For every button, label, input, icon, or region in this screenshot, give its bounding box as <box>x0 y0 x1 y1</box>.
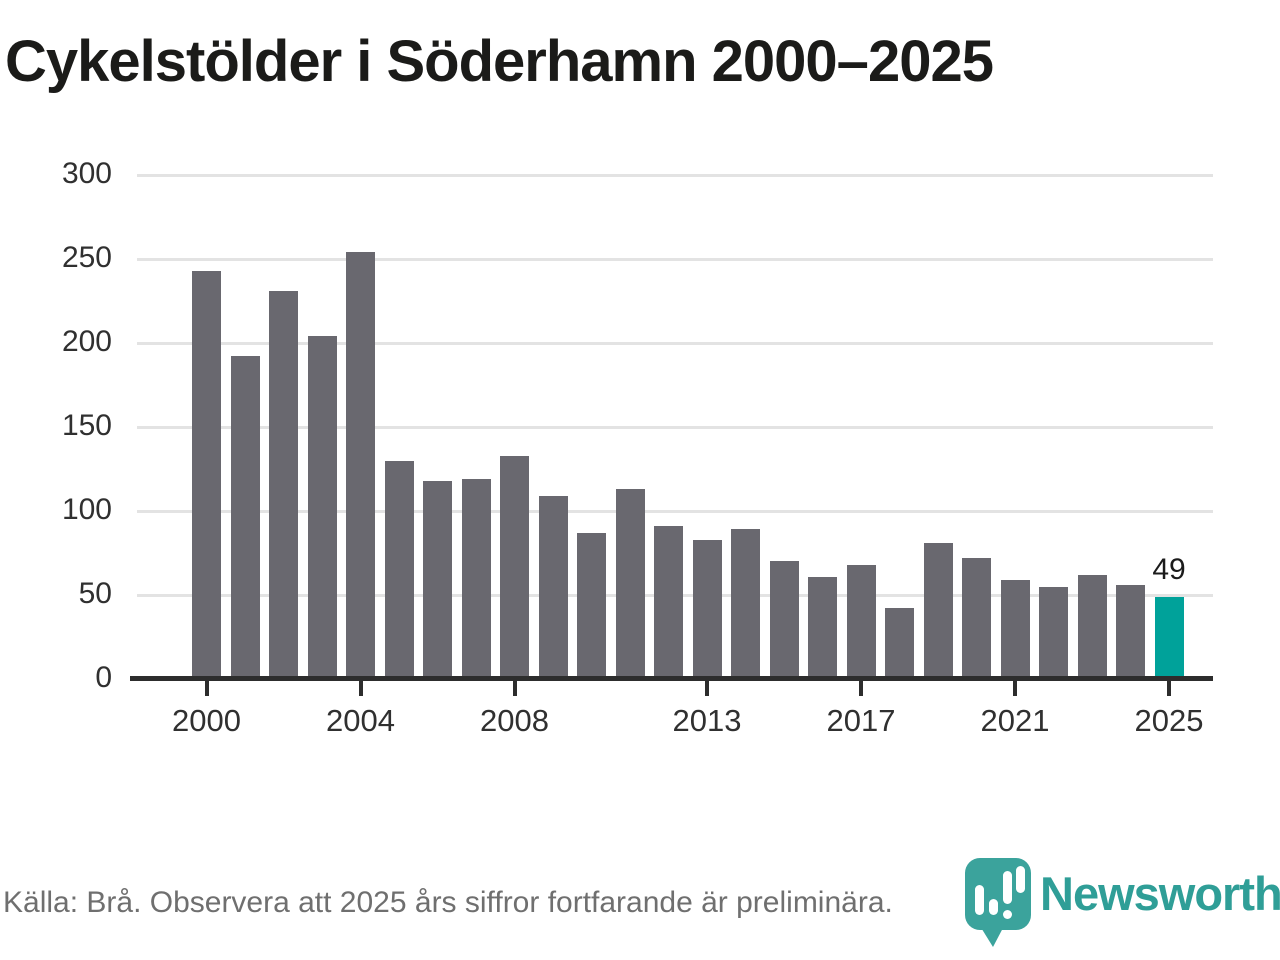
bar-2019 <box>923 542 953 679</box>
x-axis-tick-label-2021: 2021 <box>980 703 1050 738</box>
x-axis-tick-2025 <box>1167 681 1171 696</box>
source-note: Källa: Brå. Observera att 2025 års siffr… <box>3 886 893 919</box>
bar-2009 <box>538 495 568 679</box>
bar-2017 <box>846 564 876 679</box>
bar-2007 <box>461 479 491 679</box>
y-axis-tick-label: 200 <box>61 325 112 358</box>
newsworthy-bubble-chart-icon <box>965 858 1031 947</box>
bar-2013 <box>692 539 722 679</box>
logo-bar <box>1003 871 1012 904</box>
logo-bar <box>1016 866 1025 893</box>
logo-dot <box>1003 910 1012 919</box>
x-axis-tick-label-2013: 2013 <box>672 703 742 738</box>
bar-2021 <box>1000 579 1030 679</box>
bar-2024 <box>1116 584 1145 679</box>
gridline-250 <box>137 257 1213 261</box>
bar-2000 <box>192 270 221 679</box>
bar-2002 <box>269 290 298 679</box>
x-axis-tick-2013 <box>705 681 709 696</box>
bar-2003 <box>307 336 337 679</box>
x-axis-tick-2017 <box>859 681 863 696</box>
y-axis-tick-label: 50 <box>78 577 112 610</box>
bar-value-label: 49 <box>1152 552 1186 586</box>
x-axis-tick-2000 <box>204 681 209 696</box>
bar-2020 <box>962 558 991 679</box>
y-axis-tick-label: 150 <box>61 409 112 442</box>
bar-2014 <box>731 529 760 679</box>
bar-2008 <box>500 455 529 679</box>
x-axis-line <box>130 676 1213 681</box>
bar-2005 <box>384 460 414 679</box>
gridline-100 <box>137 509 1213 513</box>
bar-chart: 0 50 100 150 200 250 300 2000 2004 2008 2013 2017 2… <box>61 157 1213 738</box>
newsworthy-wordmark: Newsworthy <box>1040 867 1280 920</box>
bar-2001 <box>230 356 260 679</box>
bar-2004 <box>346 252 375 679</box>
bar-2006 <box>423 480 452 679</box>
x-axis-tick-2021 <box>1013 681 1017 696</box>
logo-bar <box>975 885 984 915</box>
y-axis-tick-label: 0 <box>95 661 112 694</box>
x-axis-tick-label-2004: 2004 <box>326 703 395 738</box>
bar-2022 <box>1039 586 1068 679</box>
newsworthy-logo: Newsworthy <box>965 858 1280 947</box>
x-axis-tick-label-2017: 2017 <box>826 703 896 738</box>
x-axis-tick-2008 <box>512 681 517 696</box>
bar-2016 <box>808 576 837 679</box>
bar-2012 <box>654 526 683 679</box>
y-axis-tick-label: 300 <box>61 157 112 190</box>
y-axis-tick-label: 100 <box>61 493 112 526</box>
gridline-300 <box>137 173 1213 177</box>
bar-2015 <box>769 561 799 679</box>
bar-2010 <box>577 532 606 679</box>
logo-bar <box>989 899 998 915</box>
bar-2018 <box>885 608 914 679</box>
x-axis-tick-label-2000: 2000 <box>172 703 241 738</box>
gridline-200 <box>137 341 1213 345</box>
bar-2023 <box>1077 574 1107 679</box>
bar-2011 <box>615 489 645 679</box>
bar-2025 <box>1154 596 1184 679</box>
gridline-150 <box>137 425 1213 429</box>
x-axis-tick-2004 <box>358 681 363 696</box>
y-axis-tick-label: 250 <box>61 241 112 274</box>
logo-tail <box>980 926 1004 947</box>
x-axis-tick-label-2025: 2025 <box>1134 703 1204 738</box>
chart-title: Cykelstölder i Söderhamn 2000–2025 <box>5 29 994 94</box>
x-axis-tick-label-2008: 2008 <box>480 703 549 738</box>
